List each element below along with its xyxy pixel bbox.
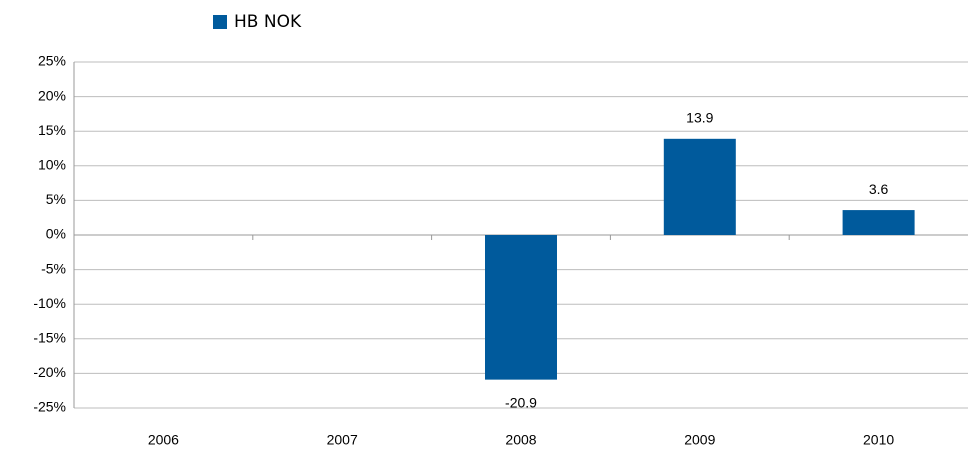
bar <box>485 235 557 380</box>
x-tick-label: 2008 <box>505 432 536 448</box>
y-tick-label: 5% <box>46 191 66 207</box>
y-tick-label: -25% <box>33 399 66 415</box>
bar <box>663 138 736 235</box>
data-label: 13.9 <box>686 110 713 126</box>
y-tick-label: 0% <box>46 226 66 242</box>
x-tick-label: 2007 <box>327 432 358 448</box>
legend-swatch <box>213 15 227 29</box>
y-tick-label: -10% <box>33 295 66 311</box>
x-tick-label: 2009 <box>684 432 715 448</box>
legend-label: HB NOK <box>234 12 302 32</box>
y-tick-label: 10% <box>38 157 66 173</box>
y-tick-label: 25% <box>38 53 66 69</box>
x-tick-label: 2010 <box>863 432 894 448</box>
bar <box>842 210 915 235</box>
y-tick-label: 20% <box>38 87 66 103</box>
y-tick-label: -5% <box>41 260 66 276</box>
data-label: -20.9 <box>505 394 537 410</box>
data-label: 3.6 <box>869 181 889 197</box>
y-tick-label: 15% <box>38 122 66 138</box>
x-tick-label: 2006 <box>148 432 179 448</box>
y-tick-label: -15% <box>33 330 66 346</box>
y-tick-label: -20% <box>33 364 66 380</box>
